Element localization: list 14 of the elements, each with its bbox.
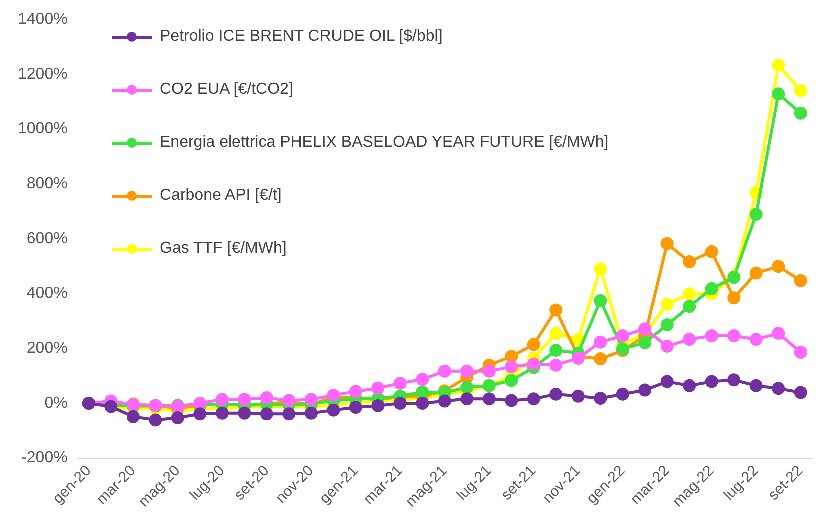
y-tick-label: 1200% <box>18 66 68 83</box>
legend-label: Carbone API [€/t] <box>160 186 282 204</box>
y-tick-label: 1000% <box>18 120 68 138</box>
y-tick-label: -200% <box>22 450 68 467</box>
y-tick-label: 0% <box>44 394 68 412</box>
legend-label: CO2 EUA [€/tCO2] <box>160 80 294 98</box>
y-tick-label: 600% <box>26 230 68 248</box>
y-tick-label: 800% <box>26 176 68 193</box>
y-tick-label: 200% <box>26 340 68 358</box>
y-tick-label: 400% <box>26 285 68 302</box>
y-tick-label: 1400% <box>18 11 68 28</box>
legend-label: Petrolio ICE BRENT CRUDE OIL [$/bbl] <box>160 28 443 46</box>
legend-label: Energia elettrica PHELIX BASELOAD YEAR FUTURE [€/MWh] <box>160 134 609 152</box>
legend-label: Gas TTF [€/MWh] <box>160 240 287 258</box>
